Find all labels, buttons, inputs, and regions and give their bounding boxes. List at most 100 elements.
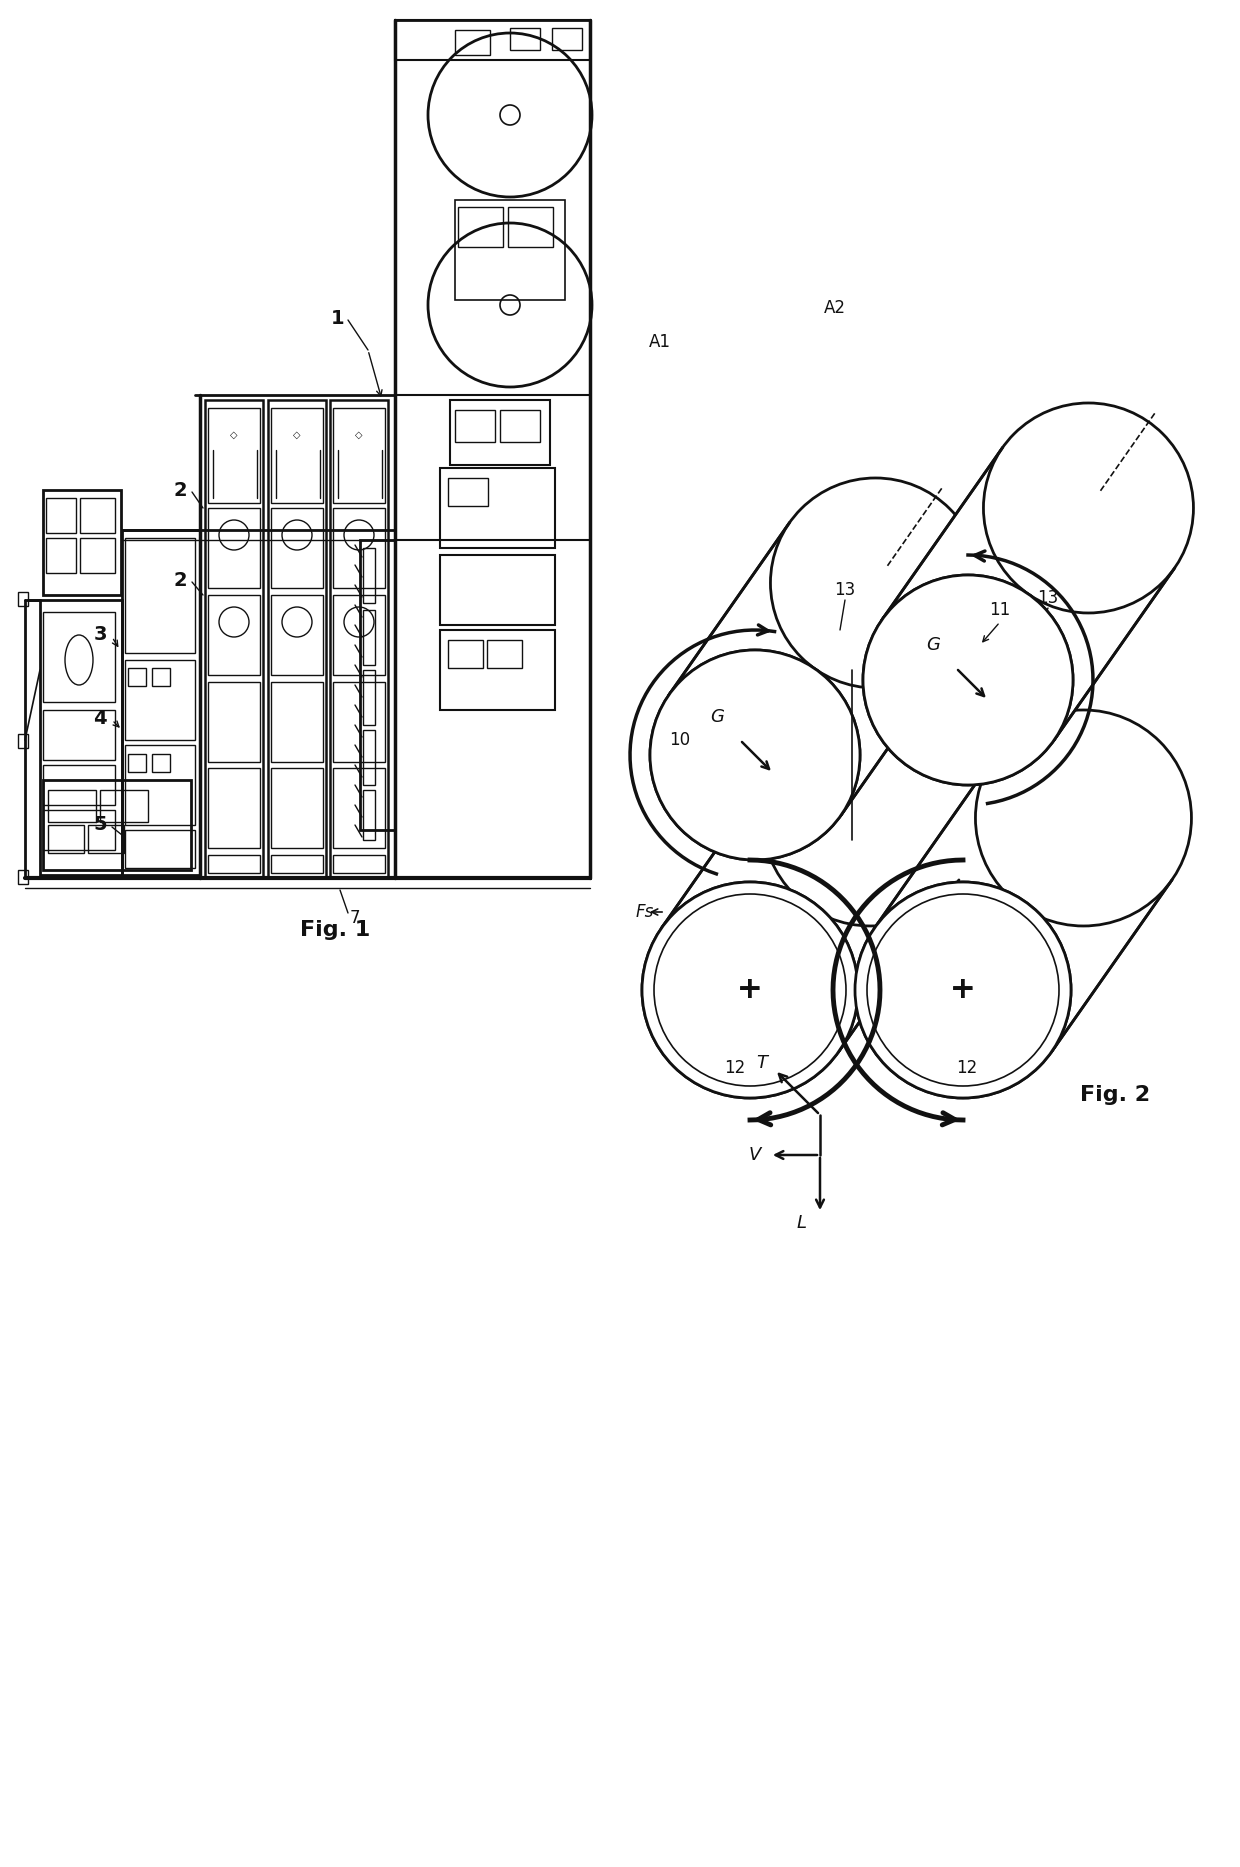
Bar — [334, 409, 384, 502]
Bar — [487, 640, 522, 668]
Bar — [43, 612, 115, 702]
Bar — [125, 745, 195, 825]
Text: Fig. 2: Fig. 2 — [1080, 1085, 1149, 1105]
Bar — [43, 765, 115, 805]
Text: 7: 7 — [350, 909, 361, 928]
Text: T: T — [756, 1055, 768, 1072]
Bar — [153, 754, 170, 771]
Bar — [455, 30, 490, 54]
Bar — [100, 790, 148, 821]
Bar — [40, 599, 122, 876]
Bar — [272, 855, 322, 874]
Text: 5: 5 — [93, 816, 107, 835]
Text: ◇: ◇ — [355, 429, 363, 441]
Bar — [48, 790, 95, 821]
Bar — [360, 540, 396, 831]
Text: 3: 3 — [93, 625, 107, 644]
Bar — [272, 681, 322, 762]
Text: 11: 11 — [990, 601, 1011, 620]
Text: 4: 4 — [93, 708, 107, 728]
Bar — [125, 831, 195, 868]
Bar — [334, 508, 384, 588]
Text: ◇: ◇ — [293, 429, 301, 441]
Circle shape — [642, 881, 858, 1098]
Text: 12: 12 — [956, 1059, 977, 1077]
Bar — [330, 400, 388, 877]
Bar — [272, 508, 322, 588]
Bar — [81, 538, 115, 573]
Text: G: G — [926, 637, 940, 653]
Bar — [334, 681, 384, 762]
Bar — [208, 508, 260, 588]
Bar — [450, 400, 551, 465]
Polygon shape — [670, 523, 961, 816]
Text: 10: 10 — [670, 732, 691, 749]
Bar — [363, 670, 374, 724]
Bar — [334, 855, 384, 874]
Text: 13: 13 — [1038, 588, 1059, 607]
Circle shape — [650, 650, 861, 861]
Text: Fig. 1: Fig. 1 — [300, 920, 370, 939]
Bar — [272, 596, 322, 676]
Bar — [208, 681, 260, 762]
Bar — [46, 498, 76, 532]
Polygon shape — [661, 756, 959, 1051]
Bar — [205, 400, 263, 877]
Bar — [363, 790, 374, 840]
Text: V: V — [749, 1146, 761, 1163]
Bar — [208, 409, 260, 502]
Bar — [363, 611, 374, 665]
Circle shape — [642, 881, 858, 1098]
Text: +: + — [738, 975, 763, 1004]
Bar — [440, 469, 556, 549]
Text: A1: A1 — [649, 332, 671, 351]
Bar — [208, 767, 260, 848]
Bar — [510, 28, 539, 50]
Text: 12: 12 — [724, 1059, 745, 1077]
Bar — [458, 207, 503, 246]
Text: 2: 2 — [174, 571, 187, 590]
Bar — [19, 734, 29, 749]
Text: 13: 13 — [835, 581, 856, 599]
Circle shape — [863, 575, 1073, 784]
Bar — [208, 596, 260, 676]
Bar — [500, 411, 539, 442]
Circle shape — [653, 894, 846, 1087]
Text: +: + — [950, 975, 976, 1004]
Circle shape — [976, 709, 1192, 926]
Bar — [128, 754, 146, 771]
Bar — [334, 767, 384, 848]
Bar — [508, 207, 553, 246]
Bar — [268, 400, 326, 877]
Bar — [208, 855, 260, 874]
Bar — [125, 538, 195, 653]
Bar — [272, 409, 322, 502]
Bar — [125, 661, 195, 739]
Circle shape — [763, 709, 978, 926]
Circle shape — [863, 575, 1073, 784]
Text: +: + — [738, 975, 763, 1004]
Circle shape — [983, 403, 1193, 612]
Bar — [455, 411, 495, 442]
Circle shape — [856, 881, 1071, 1098]
Bar — [19, 592, 29, 607]
Bar — [272, 767, 322, 848]
Text: 2: 2 — [174, 480, 187, 500]
Bar — [396, 21, 590, 877]
Text: 1: 1 — [331, 308, 345, 327]
Circle shape — [856, 881, 1071, 1098]
Bar — [48, 825, 84, 853]
Bar — [88, 825, 124, 853]
Bar — [440, 554, 556, 625]
Bar — [440, 629, 556, 709]
Text: L: L — [797, 1214, 807, 1232]
Bar — [455, 200, 565, 301]
Text: G: G — [711, 708, 724, 726]
Bar — [334, 596, 384, 676]
Bar — [363, 730, 374, 784]
Bar — [448, 640, 484, 668]
Bar — [46, 538, 76, 573]
Bar — [19, 870, 29, 883]
Text: A2: A2 — [825, 299, 846, 317]
Circle shape — [770, 478, 981, 687]
